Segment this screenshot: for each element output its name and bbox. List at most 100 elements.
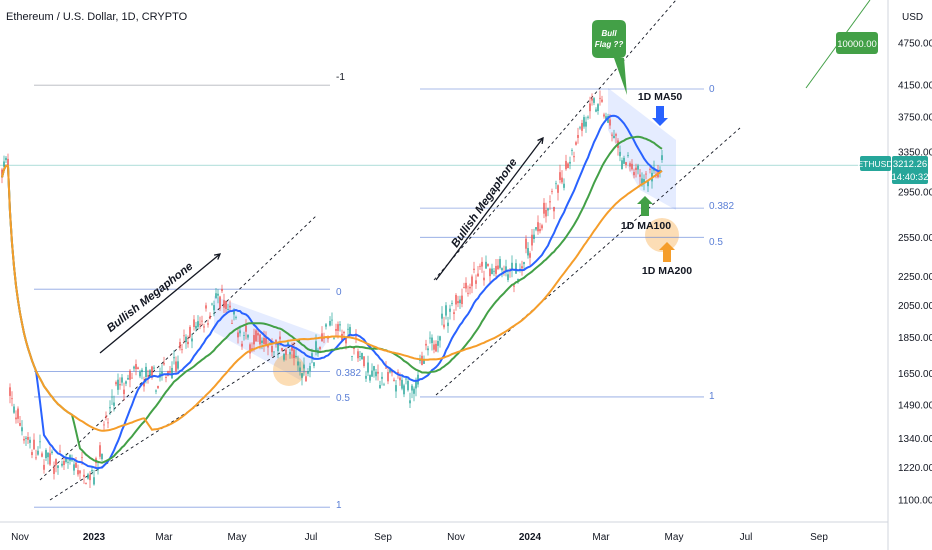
candle-body [431, 337, 433, 344]
candle-body [587, 116, 589, 118]
candle-body [257, 332, 259, 336]
candle-body [543, 202, 545, 214]
candle-body [299, 367, 301, 372]
candle-body [19, 422, 21, 426]
candle-body [611, 134, 613, 136]
ma200-line [1, 164, 663, 432]
candle-body [485, 261, 487, 269]
price-tick: 1490.00 [898, 401, 932, 412]
candle-body [533, 234, 535, 239]
candle-body [153, 367, 155, 369]
ma100-arrow [637, 196, 653, 216]
price-tick: 1100.00 [898, 496, 932, 507]
candle-body [459, 299, 461, 304]
candle-body [581, 123, 583, 131]
candle-body [545, 209, 547, 217]
candle-body [649, 168, 651, 170]
candle-body [187, 341, 189, 345]
candle-body [295, 356, 297, 358]
candle-body [537, 222, 539, 232]
candle-body [287, 342, 289, 345]
candle-body [301, 373, 303, 378]
candle-body [493, 270, 495, 272]
channel-line [39, 215, 317, 481]
candle-body [491, 268, 493, 275]
candle-body [589, 103, 591, 112]
candle-body [229, 305, 231, 308]
time-tick: Jul [305, 532, 318, 543]
candle-body [643, 179, 645, 184]
candle-body [369, 375, 371, 381]
candle-body [171, 367, 173, 379]
fib-left-1: 1 [336, 500, 342, 511]
flag-zone-right [608, 88, 676, 210]
candle-body [255, 330, 257, 342]
candle-body [243, 335, 245, 336]
candle-body [523, 262, 525, 265]
zones [214, 88, 679, 386]
candle-body [207, 323, 209, 325]
candle-body [513, 285, 515, 287]
candle-body [641, 178, 643, 186]
candle-body [501, 268, 503, 271]
candle-body [303, 364, 305, 369]
candle-body [483, 277, 485, 281]
moving-averages [1, 114, 663, 470]
candle-body [245, 325, 247, 332]
candle-body [473, 268, 475, 270]
candle-body [399, 377, 401, 381]
candle-body [163, 363, 165, 365]
candle-body [447, 322, 449, 327]
candle-body [265, 338, 267, 346]
price-tick: 3750.00 [898, 112, 932, 123]
candle-body [195, 325, 197, 329]
candle-body [477, 273, 479, 277]
candle-body [235, 317, 237, 319]
candle-body [249, 344, 251, 354]
candle-body [333, 337, 335, 339]
candle-body [593, 98, 595, 103]
fib-left-0382: 0.382 [336, 368, 361, 379]
candle-body [41, 453, 43, 457]
trend-arrow-right-head [537, 136, 544, 145]
candle-body [193, 319, 195, 327]
candle-body [325, 324, 327, 327]
candle-body [355, 336, 357, 338]
candle-body [531, 234, 533, 246]
candle-body [185, 336, 187, 343]
candle-body [387, 372, 389, 382]
candle-body [151, 366, 153, 378]
candle-body [395, 385, 397, 392]
candle-body [555, 183, 557, 185]
candle-body [549, 201, 551, 203]
time-tick: Nov [447, 532, 465, 543]
candle-body [661, 155, 663, 161]
candle-body [315, 341, 317, 351]
last-price-tag: 3212.26 14:40:32 [892, 156, 928, 184]
candle-body [103, 424, 105, 426]
candle-body [345, 337, 347, 344]
ma100-line [1, 135, 663, 464]
candle-body [475, 280, 477, 284]
candle-body [9, 387, 11, 396]
candle-body [285, 349, 287, 355]
candle-body [603, 114, 605, 117]
candle-body [169, 370, 171, 373]
candle-body [179, 342, 181, 349]
candle-body [165, 377, 167, 379]
candle-body [65, 457, 67, 462]
candle-body [451, 303, 453, 304]
candle-body [525, 238, 527, 249]
candle-body [511, 262, 513, 271]
trend-arrow-left-head [213, 253, 222, 260]
time-tick: 2024 [519, 532, 542, 543]
candle-body [233, 310, 235, 315]
time-tick: May [228, 532, 247, 543]
candle-body [579, 127, 581, 129]
candle-body [173, 357, 175, 359]
price-tick: 1650.00 [898, 369, 932, 380]
candle-body [109, 407, 111, 409]
candle-body [505, 266, 507, 271]
candle-body [349, 327, 351, 334]
